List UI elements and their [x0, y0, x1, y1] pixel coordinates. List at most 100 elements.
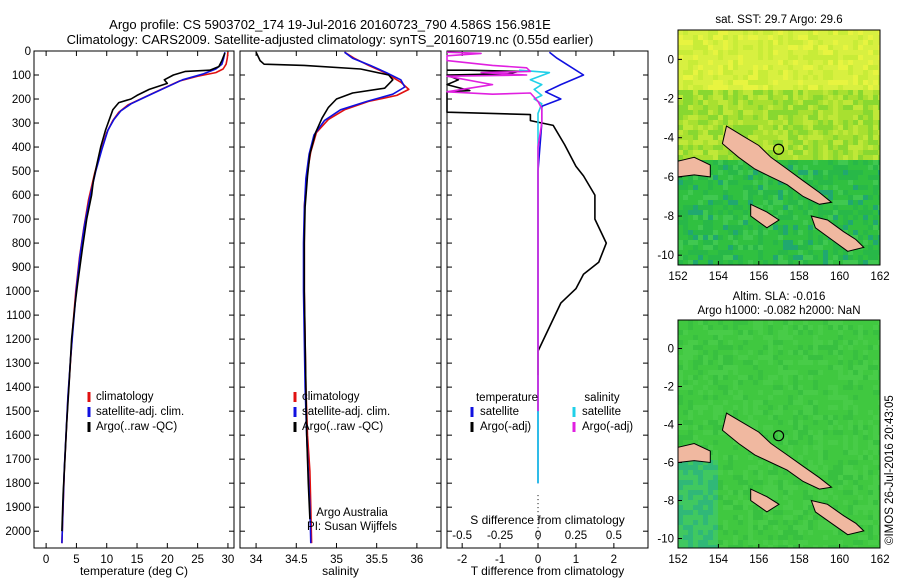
map-cell — [828, 440, 833, 445]
map-cell — [713, 70, 718, 75]
land-polygon — [810, 499, 865, 536]
map-cell — [738, 450, 743, 455]
map-cell — [738, 55, 743, 60]
map-cell — [878, 125, 880, 130]
map-cell — [708, 515, 713, 520]
map-cell — [683, 115, 688, 120]
map-cell — [808, 205, 813, 210]
map-cell — [743, 185, 748, 190]
map-cell — [733, 475, 738, 480]
map-cell — [688, 200, 693, 205]
map-cell — [798, 215, 803, 220]
map-cell — [708, 475, 713, 480]
map-cell — [793, 380, 798, 385]
map-cell — [793, 190, 798, 195]
map-cell — [708, 350, 713, 355]
map-cell — [693, 60, 698, 65]
map-cell — [828, 385, 833, 390]
map-cell — [843, 70, 848, 75]
map-cell — [753, 240, 758, 245]
map-cell — [778, 410, 783, 415]
map-cell — [738, 345, 743, 350]
map-cell — [683, 425, 688, 430]
map-cell — [813, 245, 818, 250]
map-cell — [838, 490, 843, 495]
map-cell — [718, 430, 723, 435]
map-cell — [708, 180, 713, 185]
map-cell — [773, 535, 778, 540]
map-cell — [788, 410, 793, 415]
map-cell — [698, 460, 703, 465]
map-cell — [843, 335, 848, 340]
map-cell — [823, 55, 828, 60]
map-cell — [873, 500, 878, 505]
map-cell — [868, 440, 873, 445]
map-cell — [843, 170, 848, 175]
map-cell — [713, 540, 718, 545]
map-cell — [728, 65, 733, 70]
map-cell — [833, 540, 838, 545]
map-cell — [788, 60, 793, 65]
map-cell — [868, 410, 873, 415]
map-cell — [733, 455, 738, 460]
map-cell — [798, 95, 803, 100]
map-cell — [863, 165, 868, 170]
map-cell — [873, 375, 878, 380]
map-cell — [678, 175, 683, 180]
map-cell — [838, 35, 843, 40]
map-cell — [728, 250, 733, 255]
map-cell — [713, 395, 718, 400]
map-cell — [838, 210, 843, 215]
map-cell — [853, 380, 858, 385]
map-cell — [778, 180, 783, 185]
map-cell — [828, 35, 833, 40]
map-cell — [698, 535, 703, 540]
map-cell — [803, 495, 808, 500]
map-cell — [758, 180, 763, 185]
profile-location-marker — [772, 430, 785, 442]
map-cell — [693, 135, 698, 140]
map-cell — [678, 345, 683, 350]
map-cell — [733, 180, 738, 185]
map-cell — [753, 130, 758, 135]
map-cell — [758, 510, 763, 515]
map-cell — [728, 170, 733, 175]
map-cell — [693, 100, 698, 105]
map-cell — [818, 460, 823, 465]
map-cell — [823, 65, 828, 70]
map-cell — [768, 35, 773, 40]
map-cell — [678, 50, 683, 55]
map-cell — [803, 260, 808, 265]
map-cell — [783, 160, 788, 165]
map-cell — [683, 125, 688, 130]
map-cell — [813, 205, 818, 210]
map-cell — [813, 410, 818, 415]
map-cell — [718, 100, 723, 105]
map-y-tick-label: -4 — [664, 420, 675, 432]
map-cell — [758, 170, 763, 175]
map-cell — [778, 425, 783, 430]
map-cell — [843, 410, 848, 415]
map-cell — [858, 415, 863, 420]
map-cell — [753, 180, 758, 185]
map-cell — [713, 435, 718, 440]
map-cell — [683, 175, 688, 180]
map-cell — [853, 390, 858, 395]
map-cell — [768, 430, 773, 435]
map-cell — [698, 435, 703, 440]
map-cell — [693, 530, 698, 535]
map-cell — [688, 420, 693, 425]
map-cell — [723, 220, 728, 225]
map-cell — [848, 460, 853, 465]
depth-tick-label: 1600 — [5, 430, 31, 442]
map-cell — [793, 260, 798, 265]
map-cell — [873, 365, 878, 370]
map-cell — [713, 340, 718, 345]
map-cell — [813, 545, 818, 548]
map-cell — [688, 135, 693, 140]
map-cell — [838, 350, 843, 355]
map-cell — [738, 350, 743, 355]
map-cell — [838, 40, 843, 45]
map-cell — [878, 130, 880, 135]
map-cell — [808, 230, 813, 235]
